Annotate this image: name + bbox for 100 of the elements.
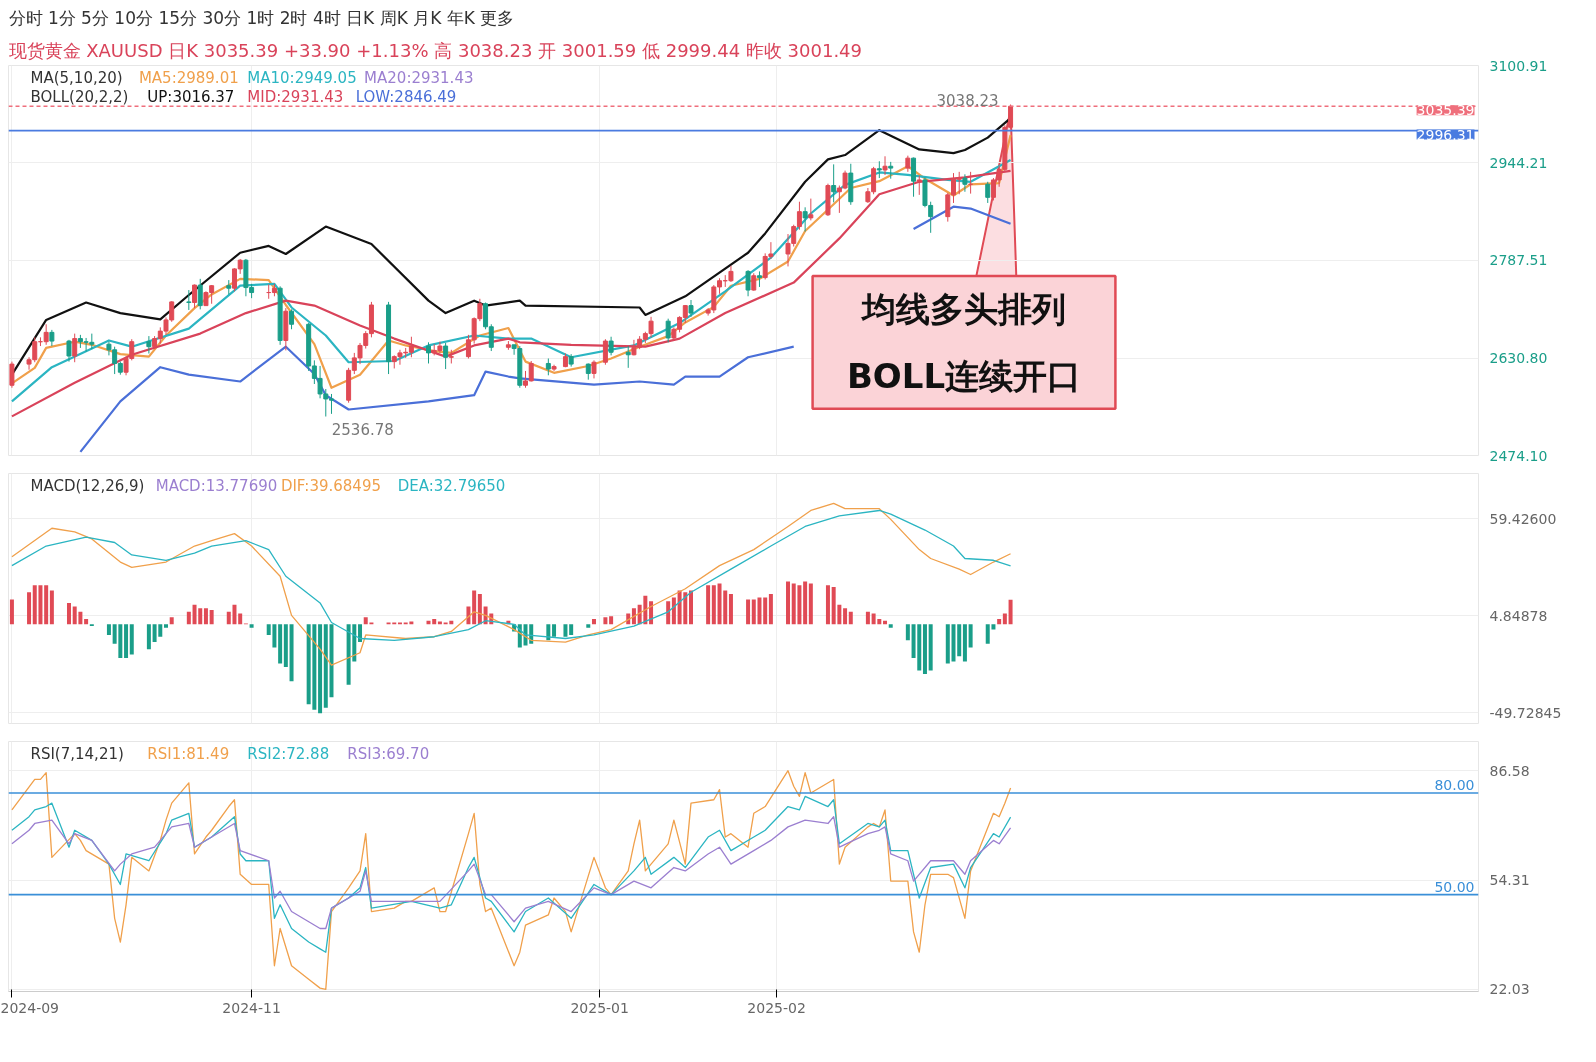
bar: [472, 590, 477, 625]
bar: [586, 624, 591, 628]
bar: [318, 624, 323, 714]
bar: [169, 617, 174, 625]
text: RSI2:72.88: [247, 744, 330, 763]
ref-line-label: 50.00: [1434, 878, 1475, 895]
bar: [888, 624, 893, 628]
annotation: MA20:2931.43: [364, 68, 474, 87]
x-tick-label: 2025-01: [570, 999, 629, 1016]
y-tick-label: 3100.91: [1489, 57, 1548, 74]
candlestick: [608, 336, 614, 356]
candlestick: [602, 338, 608, 366]
candlestick: [43, 323, 49, 346]
bar: [825, 585, 830, 625]
series-label: RSI1:81.49: [147, 744, 230, 763]
bar: [9, 599, 14, 625]
text: MA5:2989.01: [138, 68, 239, 87]
candlestick: [985, 181, 991, 204]
bar: [186, 611, 191, 625]
candlestick: [72, 333, 78, 363]
bar: [706, 585, 711, 625]
candlestick: [591, 359, 597, 379]
y-tick-label: 59.42600: [1489, 510, 1557, 527]
line-series: [11, 502, 1012, 666]
bar: [283, 624, 288, 667]
bar: [803, 581, 808, 625]
bar: [962, 624, 967, 662]
bar: [164, 624, 168, 628]
bar: [66, 602, 71, 625]
y-tick-label: 86.58: [1489, 762, 1530, 779]
bar: [289, 624, 294, 682]
bar: [569, 624, 574, 635]
annotation: MACD:13.77690: [155, 476, 278, 495]
bar: [209, 610, 214, 625]
bar: [865, 611, 870, 625]
line-series: [11, 509, 1012, 641]
candlestick: [911, 157, 917, 198]
bar: [477, 594, 482, 625]
bar: [728, 594, 733, 625]
bar: [843, 608, 848, 625]
y-tick-label: 2787.51: [1489, 252, 1548, 269]
bar: [968, 624, 973, 648]
text: LOW:2846.49: [355, 87, 457, 106]
bar: [666, 601, 671, 625]
bar: [768, 594, 773, 625]
annotation: 均线多头排列 BOLL连续开口: [846, 289, 1082, 396]
text: DIF:39.68495: [280, 476, 381, 495]
bar: [957, 624, 962, 657]
bar: [203, 608, 208, 625]
candlestick: [802, 206, 808, 233]
bar: [848, 611, 853, 625]
y-tick-label: -49.72845: [1489, 704, 1562, 721]
candlestick: [289, 308, 295, 330]
candlestick: [146, 335, 152, 355]
bar: [1008, 599, 1013, 625]
candlestick: [625, 345, 631, 369]
candlestick: [426, 341, 431, 364]
text: RSI3:69.70: [347, 744, 430, 763]
annotation: MA(5,10,20): [30, 68, 123, 87]
bar: [552, 624, 557, 637]
candlestick: [186, 289, 192, 311]
annotation: BOLL(20,2,2): [30, 87, 129, 106]
candlestick: [745, 269, 751, 297]
candlestick: [443, 342, 449, 370]
ref-line-label: 80.00: [1434, 776, 1475, 793]
text: MID:2931.43: [247, 87, 344, 106]
bar: [129, 624, 134, 655]
bar: [146, 624, 151, 650]
bar: [763, 597, 768, 625]
bar: [591, 618, 596, 625]
x-tick-label: 2025-02: [747, 999, 806, 1016]
bar: [609, 616, 614, 625]
annotation: MACD(12,26,9): [30, 476, 145, 495]
candlestick: [808, 198, 814, 221]
bar: [945, 624, 950, 664]
x-tick-label: 2024-11: [222, 999, 281, 1016]
bar: [928, 624, 933, 671]
line-series: [11, 770, 1012, 991]
y-tick-label: 54.31: [1489, 872, 1530, 889]
candlestick: [197, 278, 203, 310]
y-tick-label: 2630.80: [1489, 350, 1548, 366]
y-tick-label: 4.84878: [1489, 607, 1548, 624]
bar: [278, 624, 283, 664]
bar: [106, 624, 111, 635]
y-tick-label: 2944.21: [1489, 155, 1548, 171]
annotation: 2536.78: [331, 420, 394, 439]
bar: [358, 624, 363, 643]
bar: [44, 585, 49, 625]
bar: [786, 581, 791, 625]
y-tick-label: 2474.10: [1489, 447, 1548, 464]
candlestick: [688, 299, 694, 318]
chart-title: 现货黄金 XAUUSD 日K 3035.39 +33.90 +1.13% 高 3038.23 开 3001.59 低 2999.44 昨收 3001.49: [8, 39, 863, 61]
candlestick: [882, 155, 888, 176]
bar: [238, 613, 243, 625]
bar: [603, 617, 608, 625]
bar: [922, 624, 927, 675]
bar: [49, 590, 54, 625]
bar: [27, 592, 32, 625]
annotation: 3038.23: [936, 92, 999, 111]
bar: [711, 585, 716, 625]
